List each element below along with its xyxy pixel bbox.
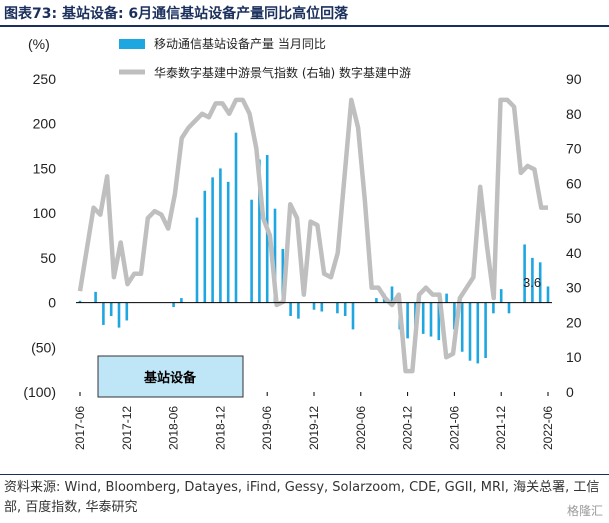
bar	[203, 190, 207, 303]
bar	[421, 302, 425, 334]
bar	[336, 302, 339, 314]
x-tick-label: 2018-06	[167, 406, 181, 450]
bar	[219, 168, 222, 303]
left-tick-label: 50	[40, 250, 56, 266]
right-tick-label: 30	[566, 280, 582, 296]
bar	[476, 302, 480, 364]
right-tick-label: 0	[566, 384, 574, 400]
bar	[109, 302, 113, 316]
bar	[531, 257, 534, 303]
bar	[102, 302, 105, 325]
bar	[460, 302, 464, 352]
x-tick-label: 2017-12	[120, 406, 134, 450]
bar	[343, 302, 347, 316]
x-tick-label: 2020-06	[354, 406, 368, 450]
source-note: 资料来源: Wind, Bloomberg, Datayes, iFind, G…	[4, 480, 600, 515]
legend-bar-swatch	[119, 39, 145, 49]
left-axis-unit: (%)	[28, 36, 50, 52]
x-tick-label: 2019-12	[307, 406, 321, 450]
left-tick-label: 200	[33, 116, 57, 132]
bar	[312, 302, 316, 310]
left-tick-label: 150	[33, 160, 57, 176]
right-tick-label: 60	[566, 175, 582, 191]
x-tick-label: 2021-12	[494, 406, 508, 450]
right-tick-label: 50	[566, 210, 582, 226]
category-box-label: 基站设备	[143, 370, 197, 386]
bar	[429, 302, 433, 337]
bar	[468, 302, 472, 361]
x-tick-label: 2022-06	[541, 406, 555, 450]
bar	[445, 293, 448, 303]
right-tick-label: 40	[566, 245, 582, 261]
bar	[375, 298, 378, 303]
bar	[390, 286, 394, 303]
bar	[195, 217, 199, 303]
left-tick-label: (100)	[23, 384, 56, 400]
left-tick-label: 100	[33, 205, 57, 221]
bar	[546, 286, 550, 303]
right-tick-label: 10	[566, 349, 582, 365]
bar	[281, 248, 285, 303]
right-tick-label: 90	[566, 71, 582, 87]
bar	[320, 302, 324, 312]
bar	[172, 302, 175, 308]
right-tick-label: 70	[566, 141, 582, 157]
bar	[437, 302, 441, 341]
bar	[211, 177, 214, 303]
bar	[492, 302, 495, 314]
bar	[234, 132, 238, 303]
x-tick-label: 2017-06	[73, 406, 87, 450]
legend-bar-label: 移动通信基站设备产量 当月同比	[154, 37, 326, 51]
bar	[538, 262, 542, 303]
bar	[523, 244, 526, 303]
right-tick-label: 20	[566, 314, 582, 330]
bar	[78, 300, 82, 303]
bar	[289, 302, 292, 316]
x-tick-label: 2020-12	[401, 406, 415, 450]
watermark: 格隆汇	[566, 504, 603, 518]
bar	[258, 159, 261, 303]
category-box	[97, 355, 244, 398]
bar	[297, 302, 300, 319]
bar	[226, 181, 230, 303]
x-tick-label: 2018-12	[213, 406, 227, 450]
bar	[125, 302, 129, 321]
left-tick-label: 250	[33, 71, 57, 87]
source-rule	[0, 474, 609, 475]
bar	[499, 289, 503, 303]
title-rule	[0, 25, 609, 27]
left-tick-label: (50)	[31, 339, 56, 355]
bar	[180, 298, 183, 303]
bar	[94, 291, 97, 303]
legend-line-label: 华泰数字基建中游景气指数 (右轴) 数字基建中游	[154, 65, 411, 80]
index-line	[77, 97, 548, 374]
legend: 移动通信基站设备产量 当月同比 华泰数字基建中游景气指数 (右轴) 数字基建中游	[119, 37, 411, 80]
bar	[117, 302, 121, 328]
x-tick-label: 2021-06	[447, 406, 461, 450]
bar	[273, 208, 277, 303]
bar	[453, 302, 456, 330]
bar	[250, 199, 253, 303]
latest-value-annotation: 3.6	[523, 275, 541, 290]
bar	[484, 302, 487, 359]
right-tick-label: 80	[566, 106, 582, 122]
bar	[406, 302, 409, 339]
bar	[351, 302, 355, 330]
chart-svg: 250200150100500(50)(100)9080706050403020…	[23, 36, 582, 450]
bar	[507, 302, 511, 314]
left-tick-label: 0	[48, 295, 56, 311]
x-tick-label: 2019-06	[260, 406, 274, 450]
figure-title: 图表73: 基站设备: 6月通信基站设备产量同比高位回落	[4, 6, 349, 22]
